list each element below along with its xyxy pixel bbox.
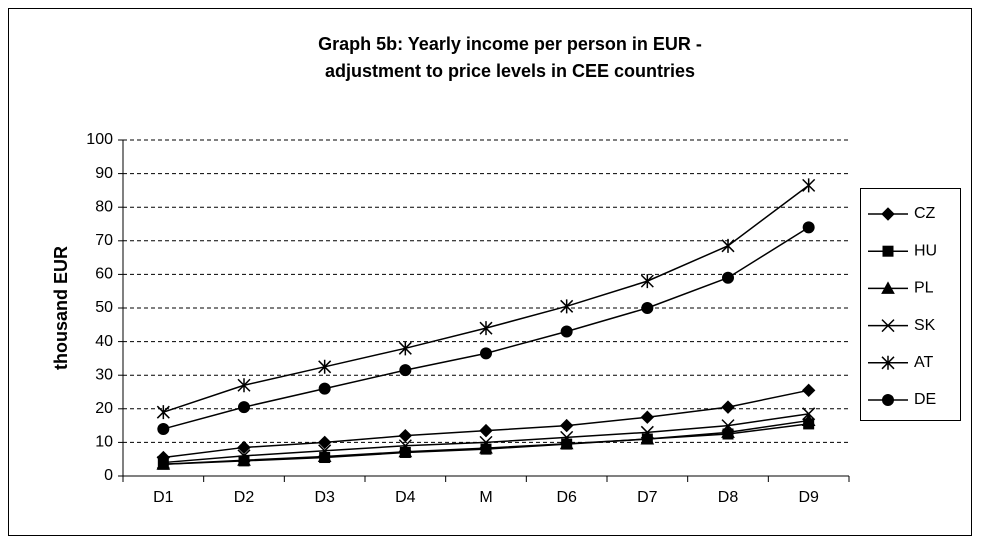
data-point: [156, 405, 170, 420]
y-tick-label: 100: [86, 131, 113, 148]
legend-label: AT: [914, 354, 933, 371]
legend-marker: [882, 394, 894, 406]
data-point: [479, 423, 493, 438]
x-tick-label: D9: [798, 489, 819, 506]
data-point: [318, 382, 331, 395]
x-tick-label: D8: [718, 489, 739, 506]
data-point: [721, 425, 735, 438]
data-point: [238, 401, 250, 414]
x-tick-label: D3: [314, 489, 335, 506]
data-point: [560, 299, 574, 314]
data-point: [640, 410, 655, 424]
data-point: [802, 407, 816, 421]
data-point: [721, 238, 735, 253]
chart-title: Graph 5b: Yearly income per person in EU…: [318, 34, 702, 54]
y-axis-label: thousand EUR: [51, 246, 71, 370]
x-tick-label: D7: [637, 489, 658, 506]
x-tick-label: D1: [153, 489, 174, 506]
data-point: [398, 439, 412, 453]
data-point: [560, 325, 573, 338]
data-point: [237, 378, 251, 393]
data-point: [317, 435, 332, 450]
data-point: [559, 436, 574, 450]
legend-label: CZ: [914, 205, 936, 222]
y-tick-label: 70: [95, 232, 113, 249]
legend-marker: [882, 245, 894, 257]
x-tick-label: D2: [234, 489, 255, 506]
legend-marker: [881, 319, 895, 333]
data-point: [398, 428, 413, 443]
y-tick-label: 40: [95, 333, 113, 350]
data-point: [801, 413, 816, 427]
legend-label: PL: [914, 280, 934, 297]
legend-label: DE: [914, 391, 936, 408]
data-point: [721, 419, 735, 433]
data-point: [641, 302, 654, 314]
y-tick-label: 20: [95, 400, 113, 417]
y-tick-label: 30: [95, 366, 113, 383]
data-point: [721, 400, 735, 414]
data-point: [640, 425, 654, 439]
data-point: [802, 221, 815, 234]
data-point: [640, 431, 655, 445]
legend-marker: [881, 281, 895, 294]
y-tick-label: 0: [104, 467, 113, 484]
legend-marker: [881, 207, 895, 221]
y-tick-label: 60: [95, 266, 113, 283]
data-point: [559, 418, 574, 433]
data-point: [157, 422, 170, 435]
data-point: [317, 449, 332, 463]
data-point: [318, 444, 332, 458]
y-tick-label: 90: [95, 165, 113, 182]
data-point: [722, 271, 734, 284]
data-point: [318, 359, 332, 374]
data-point: [801, 383, 816, 398]
legend-label: SK: [914, 317, 936, 334]
x-tick-label: M: [479, 489, 492, 506]
data-point: [560, 430, 574, 444]
x-tick-label: D4: [395, 489, 416, 506]
chart-frame: [8, 8, 972, 536]
data-point: [398, 341, 412, 356]
data-point: [480, 347, 492, 360]
legend-label: HU: [914, 242, 937, 259]
y-tick-label: 10: [95, 434, 113, 451]
data-point: [479, 321, 493, 336]
x-tick-label: D6: [556, 489, 577, 506]
legend: [860, 188, 961, 421]
data-point: [802, 178, 816, 193]
data-point: [479, 441, 493, 454]
data-point: [640, 274, 654, 289]
data-point: [156, 456, 170, 470]
chart-title: adjustment to price levels in CEE countr…: [325, 61, 695, 81]
data-point: [399, 364, 412, 377]
legend-marker: [881, 355, 895, 370]
data-point: [237, 449, 251, 463]
data-point: [398, 444, 413, 458]
y-tick-label: 50: [95, 299, 113, 316]
y-tick-label: 80: [95, 198, 113, 215]
data-point: [479, 435, 493, 449]
